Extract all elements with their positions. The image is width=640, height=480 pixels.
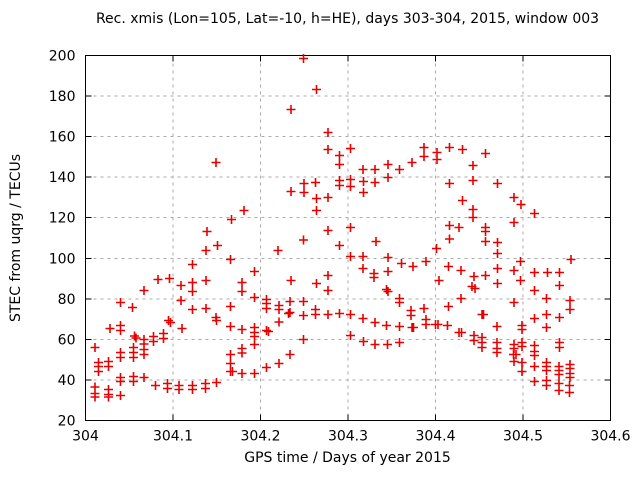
data-points bbox=[90, 54, 576, 402]
plot-border bbox=[85, 55, 611, 421]
svg-text:180: 180 bbox=[49, 89, 76, 105]
svg-text:100: 100 bbox=[49, 251, 76, 267]
tick-marks bbox=[85, 55, 611, 421]
svg-text:304.2: 304.2 bbox=[240, 429, 280, 445]
chart-title: Rec. xmis (Lon=105, Lat=-10, h=HE), days… bbox=[95, 11, 600, 27]
svg-text:40: 40 bbox=[58, 373, 76, 389]
x-axis-label: GPS time / Days of year 2015 bbox=[244, 450, 451, 466]
svg-text:200: 200 bbox=[49, 49, 76, 65]
svg-text:60: 60 bbox=[58, 332, 76, 348]
svg-text:304.1: 304.1 bbox=[153, 429, 193, 445]
tick-labels: 20 40 60 80 100 120 140 160 180 200 304 304.1 304.2 3… bbox=[49, 49, 631, 445]
svg-text:304.4: 304.4 bbox=[415, 429, 455, 445]
svg-text:120: 120 bbox=[49, 211, 76, 227]
svg-text:304.5: 304.5 bbox=[503, 429, 543, 445]
svg-text:160: 160 bbox=[49, 130, 76, 146]
svg-text:304: 304 bbox=[72, 429, 99, 445]
y-axis-label: STEC from uqrg / TECUs bbox=[8, 153, 24, 323]
svg-text:80: 80 bbox=[58, 292, 76, 308]
gridlines bbox=[86, 56, 610, 420]
svg-text:304.3: 304.3 bbox=[328, 429, 368, 445]
svg-text:140: 140 bbox=[49, 170, 76, 186]
svg-text:304.6: 304.6 bbox=[590, 429, 630, 445]
svg-text:20: 20 bbox=[58, 414, 76, 430]
